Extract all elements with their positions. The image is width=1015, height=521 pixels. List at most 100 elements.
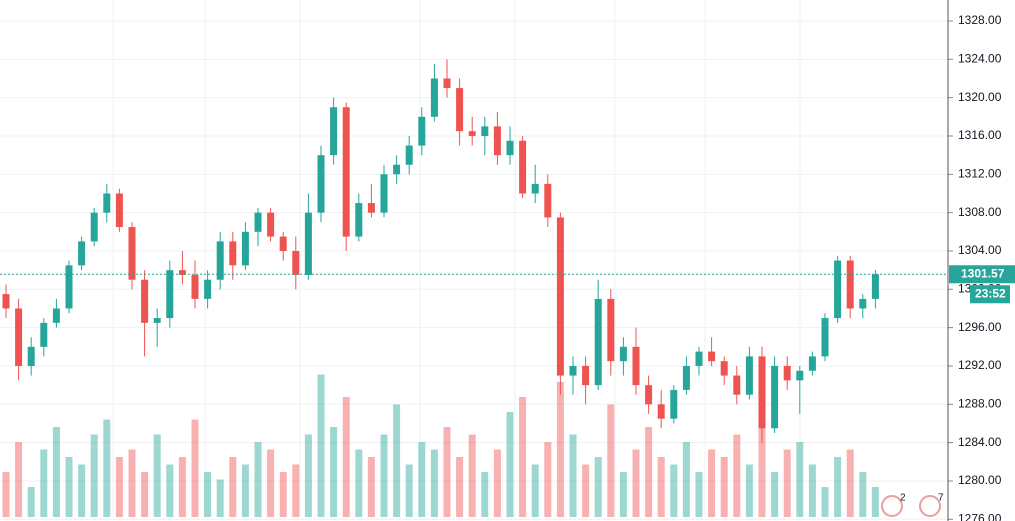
volume-bar [267,449,275,517]
candle-body [506,140,514,156]
candle-body [531,183,539,194]
volume-bar [418,442,426,517]
volume-bar [279,472,287,517]
candle-body [292,250,300,275]
candle-body [871,274,879,299]
candle-body [115,193,123,228]
candle-body [90,212,98,242]
volume-bar [342,397,350,517]
candle-body [619,346,627,362]
candle-body [783,365,791,381]
volume-bar [304,434,312,517]
candle-body [254,212,262,232]
volume-bar [821,487,829,517]
candle-body [645,385,653,405]
volume-bar [141,472,149,517]
candle-body [682,365,690,390]
candle-body [103,193,111,213]
y-tick-label: 1280.00 [958,473,1002,487]
y-tick-label: 1288.00 [958,396,1002,410]
candle-body [393,164,401,175]
candle-body [708,351,716,362]
volume-bar [745,464,753,517]
candle-body [758,356,766,429]
volume-bar [380,434,388,517]
candle-body [229,241,237,266]
volume-bar [556,382,564,517]
candle-body [834,260,842,319]
candle-body [796,370,804,381]
candle-body [2,294,10,309]
y-tick-label: 1324.00 [958,51,1002,65]
candle-body [279,236,287,251]
candle-body [808,356,816,371]
volume-bar [808,464,816,517]
candle-body [380,174,388,213]
candle-body [267,212,275,237]
volume-bar [27,487,35,517]
candle-body [191,274,199,299]
volume-bar [871,487,879,517]
volume-bar [682,442,690,517]
y-tick-label: 1296.00 [958,320,1002,334]
volume-bar [317,374,325,517]
event-badge-label: 7 [938,493,944,504]
candle-body [166,270,174,319]
volume-bar [443,427,451,517]
candle-body [27,346,35,366]
candle-body [695,351,703,366]
candle-body [304,212,312,275]
volume-bar [430,449,438,517]
volume-bar [506,412,514,517]
candle-body [317,155,325,213]
candle-body [456,88,464,132]
candle-body [367,203,375,213]
candle-body [720,361,728,376]
candle-body [632,346,640,386]
volume-bar [204,472,212,517]
y-tick-label: 1276.00 [958,511,1002,521]
candle-body [859,298,867,309]
y-tick-label: 1304.00 [958,243,1002,257]
event-badge [881,495,903,517]
candle-body [594,298,602,386]
candle-body [771,365,779,429]
candle-body [418,116,426,146]
volume-bar [178,457,186,517]
volume-bar [657,457,665,517]
volume-bar [128,449,136,517]
candle-body [846,260,854,309]
volume-bar [90,434,98,517]
volume-bar [531,464,539,517]
volume-bar [65,457,73,517]
y-tick-label: 1312.00 [958,166,1002,180]
y-tick-label: 1292.00 [958,358,1002,372]
volume-bar [367,457,375,517]
volume-bar [632,449,640,517]
candle-body [443,78,451,89]
candle-body [153,318,161,323]
volume-bar [619,472,627,517]
volume-bar [594,457,602,517]
volume-bar [52,427,60,517]
volume-bar [758,427,766,517]
candle-body [40,322,48,347]
event-badge [919,495,941,517]
candle-body [342,107,350,237]
candle-body [493,126,501,156]
volume-bar [720,457,728,517]
candle-body [544,183,552,218]
candle-body [519,140,527,194]
volume-bar [771,472,779,517]
volume-bar [115,457,123,517]
event-badge-label: 2 [900,493,906,504]
volume-bar [103,419,111,517]
candle-body [481,126,489,136]
volume-bar [733,434,741,517]
volume-bar [695,472,703,517]
candle-body [430,78,438,117]
volume-bar [216,479,224,517]
candle-body [78,241,86,266]
volume-bar [859,472,867,517]
